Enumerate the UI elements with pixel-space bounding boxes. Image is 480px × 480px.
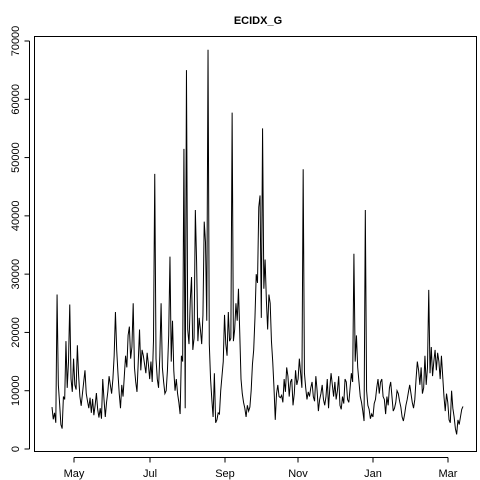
x-tick-label: Mar <box>439 468 458 480</box>
y-tick-label: 20000 <box>10 317 22 348</box>
x-tick-label: Nov <box>288 468 308 480</box>
y-tick-label: 60000 <box>10 84 22 115</box>
x-tick-label: Jan <box>364 468 382 480</box>
x-axis: May Jul Sep Nov Jan Mar <box>64 457 458 480</box>
y-tick-label: 40000 <box>10 201 22 232</box>
series-group <box>51 49 464 435</box>
plot-frame <box>34 36 477 452</box>
y-tick-label: 70000 <box>10 26 22 57</box>
x-tick-label: Jul <box>143 468 157 480</box>
x-tick-label: Sep <box>215 468 235 480</box>
chart-title: ECIDX_G <box>234 15 282 27</box>
x-tick-label: May <box>64 468 85 480</box>
series-line <box>51 49 464 435</box>
y-axis: 0 10000 20000 30000 40000 50000 60000 70000 <box>10 26 30 452</box>
y-tick-label: 0 <box>10 446 22 452</box>
y-tick-label: 50000 <box>10 142 22 173</box>
y-tick-label: 30000 <box>10 259 22 290</box>
y-tick-label: 10000 <box>10 375 22 406</box>
